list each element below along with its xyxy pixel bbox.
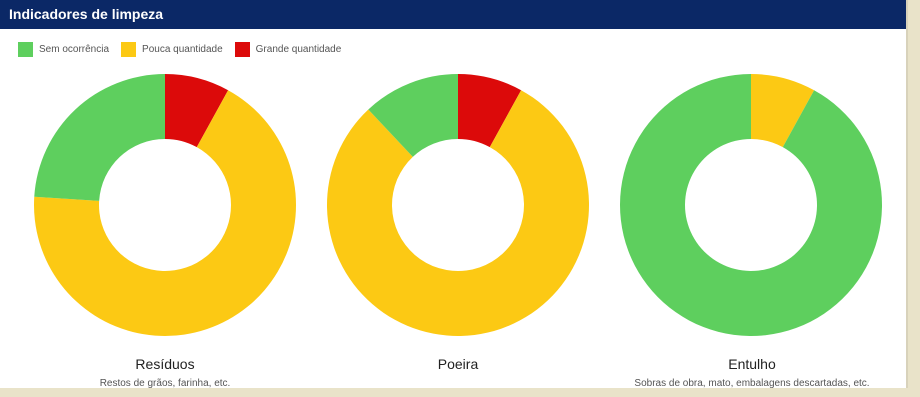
chart-title-residuos: Resíduos (135, 356, 195, 372)
legend-label: Sem ocorrência (39, 44, 110, 55)
legend-item-sem-ocorrencia[interactable]: Sem ocorrência (18, 42, 109, 57)
page-background-strip (0, 388, 920, 397)
legend-item-pouca-quantidade[interactable]: Pouca quantidade (121, 42, 223, 57)
donut-slice-pouca-quantidade[interactable] (751, 74, 815, 148)
chart-title-entulho: Entulho (728, 356, 776, 372)
legend-swatch-yellow (121, 42, 137, 57)
legend-swatch-red (234, 42, 250, 57)
donut-slice-pouca-quantidade[interactable] (327, 90, 589, 336)
chart-legend: Sem ocorrência Pouca quantidade Grande q… (18, 42, 353, 57)
legend-label: Pouca quantidade (142, 44, 223, 55)
donut-slice-pouca-quantidade[interactable] (34, 90, 296, 336)
chart-subtitle-entulho: Sobras de obra, mato, embalagens descart… (634, 378, 870, 389)
chart-title-poeira: Poeira (437, 356, 479, 372)
legend-label: Grande quantidade (255, 44, 342, 55)
legend-swatch-green (18, 42, 33, 57)
donut-charts (34, 74, 883, 336)
donut-slice-grande-quantidade[interactable] (458, 74, 522, 148)
legend-item-grande-quantidade[interactable]: Grande quantidade (234, 42, 342, 57)
cleaning-indicators-panel: Indicadores de limpeza Sem ocorrência Po… (0, 0, 908, 389)
donut-slice-sem-ocorrencia[interactable] (368, 74, 458, 157)
chart-subtitle-residuos: Restos de grãos, farinha, etc. (99, 378, 231, 389)
panel-header: Indicadores de limpeza (0, 0, 906, 29)
donut-slice-sem-ocorrencia[interactable] (34, 74, 165, 201)
donut-slice-sem-ocorrencia[interactable] (620, 74, 883, 336)
panel-title: Indicadores de limpeza (9, 6, 164, 22)
donut-slice-grande-quantidade[interactable] (165, 74, 229, 148)
